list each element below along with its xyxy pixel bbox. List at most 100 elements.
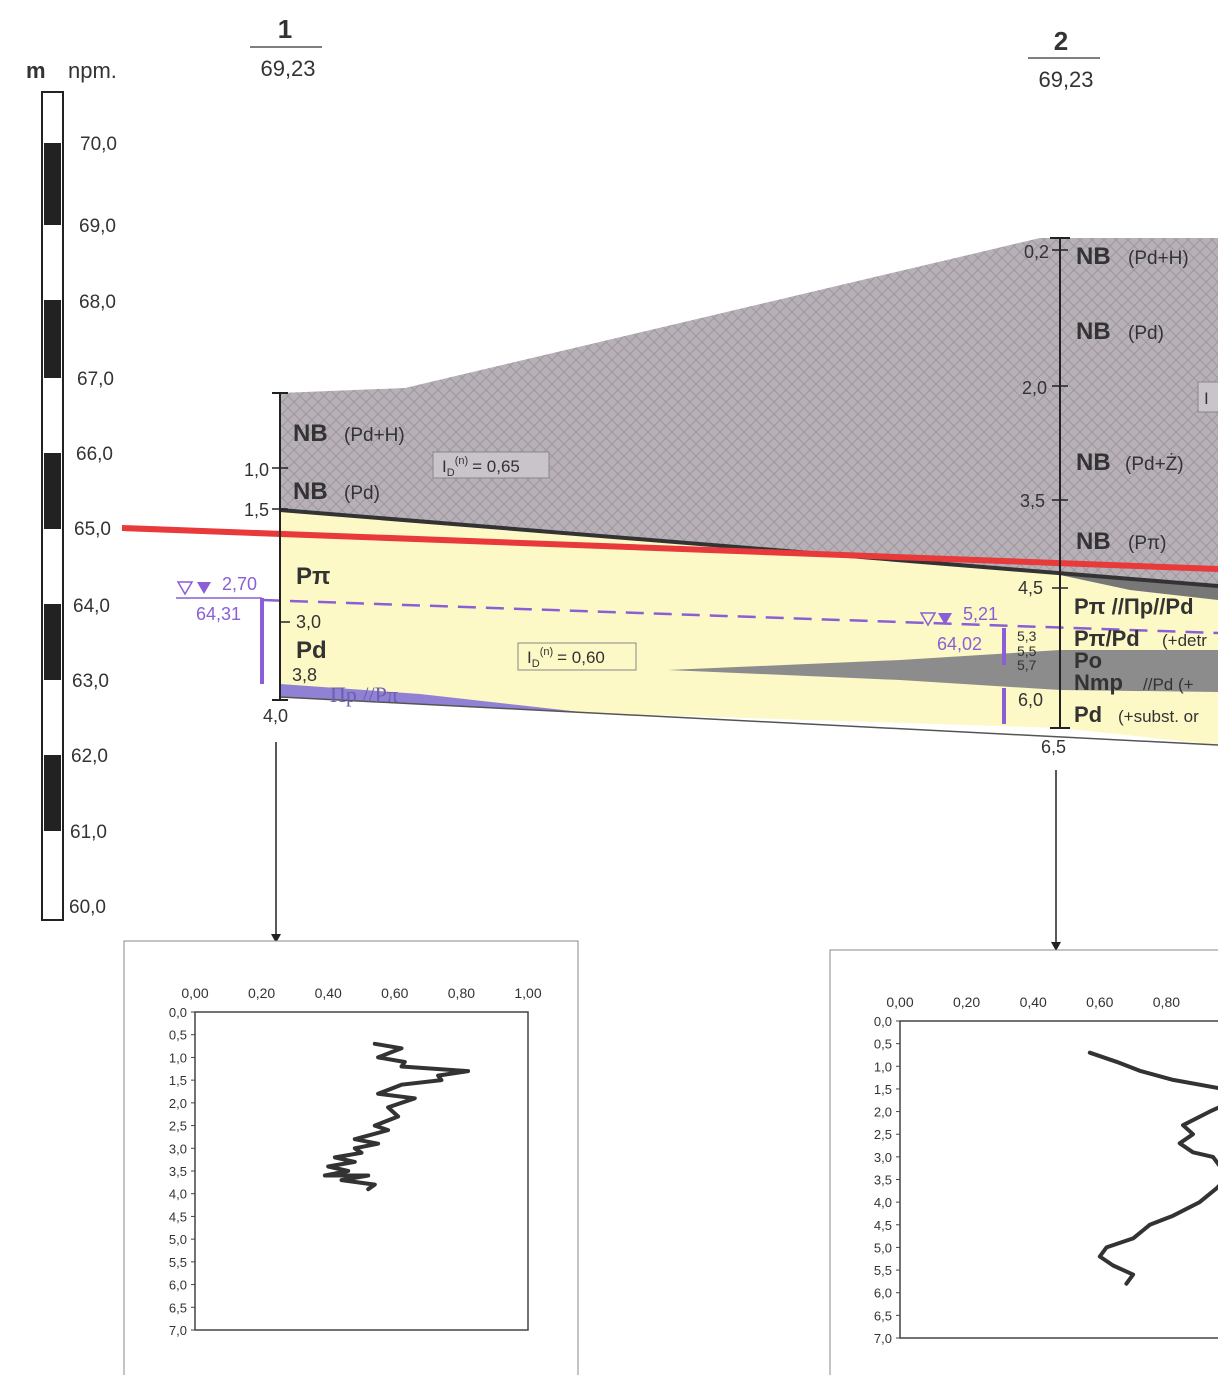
water-level-open-icon: [176, 581, 194, 596]
bh2-layer-nb-pdh: NB (Pd+H): [1076, 243, 1189, 270]
layer-boundary-line: [279, 508, 1218, 588]
unit-m-label: m: [26, 58, 46, 83]
bh1-water-elevation: 64,31: [196, 604, 241, 624]
bh1-depth-label: 3,8: [292, 665, 317, 685]
y-tick-label: 3,0: [874, 1150, 892, 1165]
layer-code: NB: [293, 478, 328, 505]
arrow-head-icon: [271, 934, 281, 943]
water-level-filled-icon: [197, 582, 211, 594]
bh2-layer-nb-pd: NB (Pd): [1076, 318, 1164, 345]
silt-sand-wedge: [280, 684, 590, 713]
y-tick-label: 2,0: [169, 1096, 187, 1111]
y-tick-label: 7,0: [169, 1323, 187, 1338]
bh2-depth-label: 4,5: [1018, 578, 1043, 598]
bh2-layer-ppi-pip: Pπ //Πp//Pd: [1074, 594, 1194, 619]
chart-1: 0,00 0,20 0,40 0,60 0,80 1,00 0,0 0,5 1,0 1,5 2,0 2…: [169, 985, 542, 1338]
bh1-water-depth: 2,70: [222, 574, 257, 594]
y-tick-label: 3,5: [874, 1173, 892, 1188]
bh2-layer-nmp: Nmp //Pd (+: [1074, 670, 1194, 695]
bh1-layer-pd: Pd: [296, 637, 327, 664]
y-tick-label: 0,5: [874, 1037, 892, 1052]
x-tick-label: 0,80: [448, 985, 475, 1001]
bh1-water-marker: 2,70 64,31: [176, 574, 264, 684]
plot-area: [899, 1020, 1218, 1339]
profile-line: [322, 1041, 471, 1192]
scale-tick: 62,0: [71, 746, 108, 767]
bh2-water-marker: 5,21 64,02: [919, 604, 1006, 724]
x-tick-label: 0,40: [1020, 994, 1047, 1010]
bh1-depth-label: 3,0: [296, 612, 321, 632]
svg-text://Pd (+: //Pd (+: [1143, 675, 1194, 694]
y-tick-label: 6,5: [874, 1308, 892, 1323]
y-tick-label: 2,5: [169, 1119, 187, 1134]
borehole-2-elevation: 69,23: [1038, 67, 1093, 92]
scale-tick: 60,0: [69, 897, 106, 918]
svg-text:(+subst. or: (+subst. or: [1118, 707, 1199, 726]
reference-elevation-line: [121, 525, 1218, 572]
x-tick-label: 0,80: [1153, 994, 1180, 1010]
bh1-depth-label: 4,0: [263, 706, 288, 726]
y-tick-label: 6,0: [874, 1286, 892, 1301]
svg-text:(Pd+Ż): (Pd+Ż): [1125, 454, 1184, 475]
scale-tick: 66,0: [76, 444, 113, 465]
svg-text:NB: NB: [1076, 528, 1111, 555]
y-tick-label: 1,0: [874, 1059, 892, 1074]
scale-tick: 70,0: [80, 134, 117, 155]
scale-tick: 61,0: [70, 822, 107, 843]
svg-text:Nmp: Nmp: [1074, 670, 1123, 695]
bh2-depth-label: 6,5: [1041, 737, 1066, 757]
bh1-layer-nb-pdh: NB (Pd+H): [293, 420, 405, 447]
scale-tick: 68,0: [79, 292, 116, 313]
gray-lens-right: [1060, 575, 1218, 600]
layer-code: NB: [293, 420, 328, 447]
bottom-boundary-line: [279, 696, 1218, 746]
elevation-scale-bar: [41, 91, 64, 921]
y-tick-label: 0,0: [169, 1005, 187, 1020]
scale-tick: 69,0: [79, 216, 116, 237]
svg-text:Pπ/Pd: Pπ/Pd: [1074, 626, 1140, 651]
x-tick-label: 0,00: [181, 985, 208, 1001]
x-tick-label: 0,40: [315, 985, 342, 1001]
y-tick-label: 0,0: [874, 1014, 892, 1029]
bh2-depth-label: 6,0: [1018, 690, 1043, 710]
x-tick-label: 0,00: [886, 994, 913, 1010]
bh2-layer-nb-pdz: NB (Pd+Ż): [1076, 449, 1184, 476]
bh2-layer-nb-ppi: NB (Pπ): [1076, 528, 1166, 555]
bh2-layer-po: Po: [1074, 648, 1102, 673]
bh1-depth-label: 1,5: [244, 500, 269, 520]
svg-text:(Pd+H): (Pd+H): [1128, 248, 1189, 269]
water-level-open-icon: [919, 612, 937, 627]
y-tick-label: 5,5: [169, 1255, 187, 1270]
x-tick-label: 1,00: [514, 985, 541, 1001]
bh1-layer-nb-pd: NB (Pd): [293, 478, 380, 505]
bh2-depth-label: 0,2: [1024, 242, 1049, 262]
svg-text:ID(n)= 0,65: ID(n) = 0,65: [442, 455, 520, 479]
scale-tick: 65,0: [74, 519, 111, 540]
y-tick-label: 7,0: [874, 1331, 892, 1346]
dark-organic-lens: [668, 650, 1218, 692]
y-tick-label: 5,5: [874, 1263, 892, 1278]
x-tick-label: 0,60: [381, 985, 408, 1001]
y-tick-label: 4,0: [169, 1187, 187, 1202]
y-tick-label: 6,0: [169, 1278, 187, 1293]
svg-text:ID(n)= 0,60: ID(n) = 0,60: [527, 646, 605, 670]
svg-text:NB: NB: [1076, 243, 1111, 270]
bh1-layer-pip: Πp //Pπ: [330, 682, 398, 707]
svg-text:(Pd): (Pd): [1128, 323, 1164, 344]
bh2-depth-label: 5,5: [1017, 643, 1037, 659]
x-tick-label: 0,60: [1086, 994, 1113, 1010]
profile-line: [1087, 1050, 1218, 1286]
borehole-2-number: 2: [1054, 26, 1068, 56]
y-tick-label: 0,5: [169, 1028, 187, 1043]
bh2-depth-label: 3,5: [1020, 491, 1045, 511]
bh1-depth-label: 1,0: [244, 460, 269, 480]
y-tick-label: 5,0: [169, 1232, 187, 1247]
y-tick-label: 1,5: [874, 1082, 892, 1097]
scale-tick: 67,0: [77, 369, 114, 390]
y-tick-label: 6,5: [169, 1300, 187, 1315]
borehole-1-elevation: 69,23: [260, 56, 315, 81]
scale-tick-labels: 70,0 69,0 68,0 67,0 66,0 65,0 64,0 63,0 …: [69, 134, 117, 918]
scale-tick: 63,0: [72, 671, 109, 692]
bh2-depth-label: 5,3: [1017, 628, 1037, 644]
